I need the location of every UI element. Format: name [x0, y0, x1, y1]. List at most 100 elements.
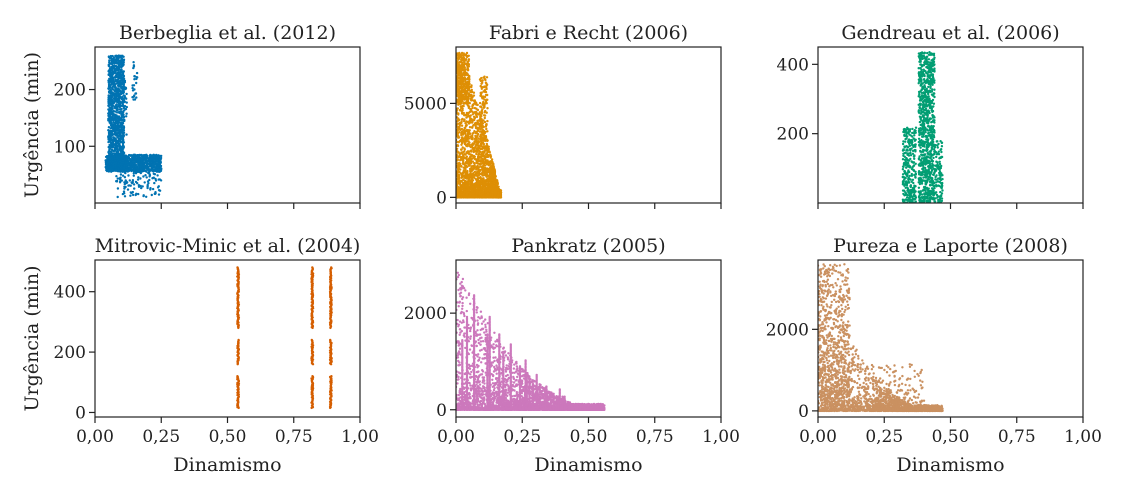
data-point: [112, 92, 115, 95]
data-point: [470, 167, 474, 170]
data-point: [121, 103, 125, 106]
data-point: [148, 174, 152, 177]
data-point: [138, 159, 141, 163]
data-point: [463, 150, 466, 153]
data-point: [461, 109, 464, 112]
data-point: [476, 103, 479, 107]
data-point: [493, 188, 497, 191]
data-point: [104, 159, 108, 162]
data-point: [135, 76, 138, 79]
data-point: [469, 85, 473, 89]
data-point: [123, 164, 126, 167]
data-point: [111, 144, 115, 147]
data-point: [491, 184, 495, 188]
data-point: [112, 109, 115, 113]
data-point: [125, 158, 128, 161]
data-point: [456, 191, 460, 194]
data-point: [156, 174, 159, 177]
data-point: [122, 151, 126, 155]
data-point: [109, 150, 113, 154]
data-point: [111, 168, 114, 171]
data-point: [463, 114, 466, 117]
data-point: [152, 155, 155, 158]
data-point: [463, 118, 466, 121]
data-point: [475, 195, 478, 199]
data-point: [493, 195, 496, 199]
data-point: [457, 167, 461, 170]
data-point: [157, 189, 161, 192]
data-point: [145, 153, 148, 156]
data-point: [110, 59, 114, 62]
data-point: [141, 157, 144, 160]
data-point: [139, 163, 142, 166]
data-point: [113, 90, 117, 93]
data-point: [460, 187, 463, 190]
data-point: [118, 160, 122, 163]
data-point: [116, 150, 120, 153]
data-point: [116, 87, 120, 90]
data-point: [108, 65, 111, 68]
data-point: [116, 177, 120, 180]
data-point: [458, 170, 461, 174]
data-point: [127, 153, 131, 157]
data-point: [115, 54, 118, 58]
data-point: [470, 157, 474, 160]
data-point: [122, 125, 125, 128]
data-point: [114, 107, 117, 110]
data-point: [474, 185, 478, 188]
data-point: [483, 179, 486, 182]
data-point: [117, 142, 120, 145]
data-point: [473, 182, 477, 185]
points-group: [104, 54, 163, 199]
data-point: [128, 179, 131, 182]
data-point: [112, 136, 116, 139]
data-point: [462, 166, 465, 169]
data-point: [111, 126, 114, 130]
data-point: [119, 138, 122, 141]
data-point: [459, 128, 462, 132]
data-point: [469, 107, 472, 111]
data-point: [478, 196, 482, 199]
data-point: [108, 162, 111, 166]
data-point: [120, 83, 123, 86]
data-point: [476, 174, 479, 178]
data-point: [132, 172, 135, 175]
data-point: [159, 161, 162, 164]
data-point: [139, 169, 143, 172]
data-point: [107, 100, 110, 103]
data-point: [476, 127, 479, 131]
data-point: [465, 194, 468, 197]
data-point: [496, 194, 500, 197]
data-point: [108, 118, 111, 121]
data-point: [473, 118, 476, 122]
data-point: [110, 121, 113, 124]
data-point: [477, 140, 480, 143]
data-point: [146, 168, 149, 171]
data-point: [114, 96, 118, 99]
data-point: [468, 141, 471, 144]
data-point: [466, 165, 469, 168]
data-point: [150, 167, 153, 170]
data-point: [111, 141, 114, 145]
data-point: [492, 187, 495, 191]
data-point: [475, 192, 478, 195]
data-point: [460, 191, 463, 194]
data-point: [153, 173, 157, 176]
data-point: [110, 138, 113, 142]
data-point: [464, 166, 467, 169]
data-point: [487, 145, 490, 148]
y-tick-label: 200: [54, 81, 86, 101]
data-point: [472, 143, 475, 146]
data-point: [115, 111, 119, 114]
data-point: [154, 163, 158, 166]
data-point: [109, 106, 112, 110]
data-point: [481, 177, 484, 181]
data-point: [107, 145, 110, 149]
data-point: [468, 194, 472, 197]
data-point: [120, 124, 124, 127]
data-point: [155, 153, 158, 157]
data-point: [112, 138, 115, 142]
data-point: [107, 126, 111, 129]
data-point: [157, 164, 161, 167]
data-point: [460, 106, 463, 110]
